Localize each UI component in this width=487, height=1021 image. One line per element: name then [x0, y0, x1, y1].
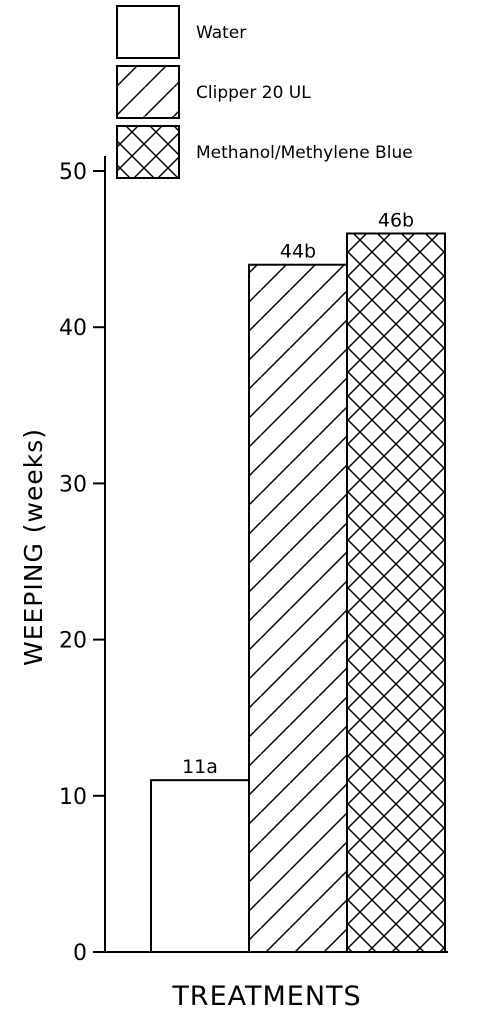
bar	[150, 779, 250, 953]
bar-data-label: 11a	[182, 756, 218, 778]
y-tick-label: 10	[59, 785, 87, 810]
bar	[346, 232, 446, 954]
y-tick-label: 40	[59, 316, 87, 341]
y-tick-label: 50	[59, 160, 87, 185]
x-axis-title: TREATMENTS	[171, 981, 361, 1012]
legend-swatch	[116, 125, 180, 179]
legend: Water Clipper 20 UL Methanol/Methylene Blu…	[116, 5, 413, 179]
y-tick-label: 30	[59, 472, 87, 497]
y-tick-label: 0	[73, 941, 87, 966]
legend-label: Methanol/Methylene Blue	[196, 143, 413, 163]
legend-swatch	[116, 65, 180, 119]
bars: 11a 44b 46b	[150, 209, 446, 954]
bar-data-label: 44b	[280, 241, 316, 263]
y-axis-title: WEEPING (weeks)	[19, 428, 48, 666]
y-tick-label: 20	[59, 629, 87, 654]
legend-swatch	[116, 5, 180, 59]
legend-label: Water	[196, 23, 246, 43]
bar-data-label: 46b	[378, 209, 414, 231]
legend-label: Clipper 20 UL	[196, 83, 311, 103]
bar	[248, 263, 348, 954]
